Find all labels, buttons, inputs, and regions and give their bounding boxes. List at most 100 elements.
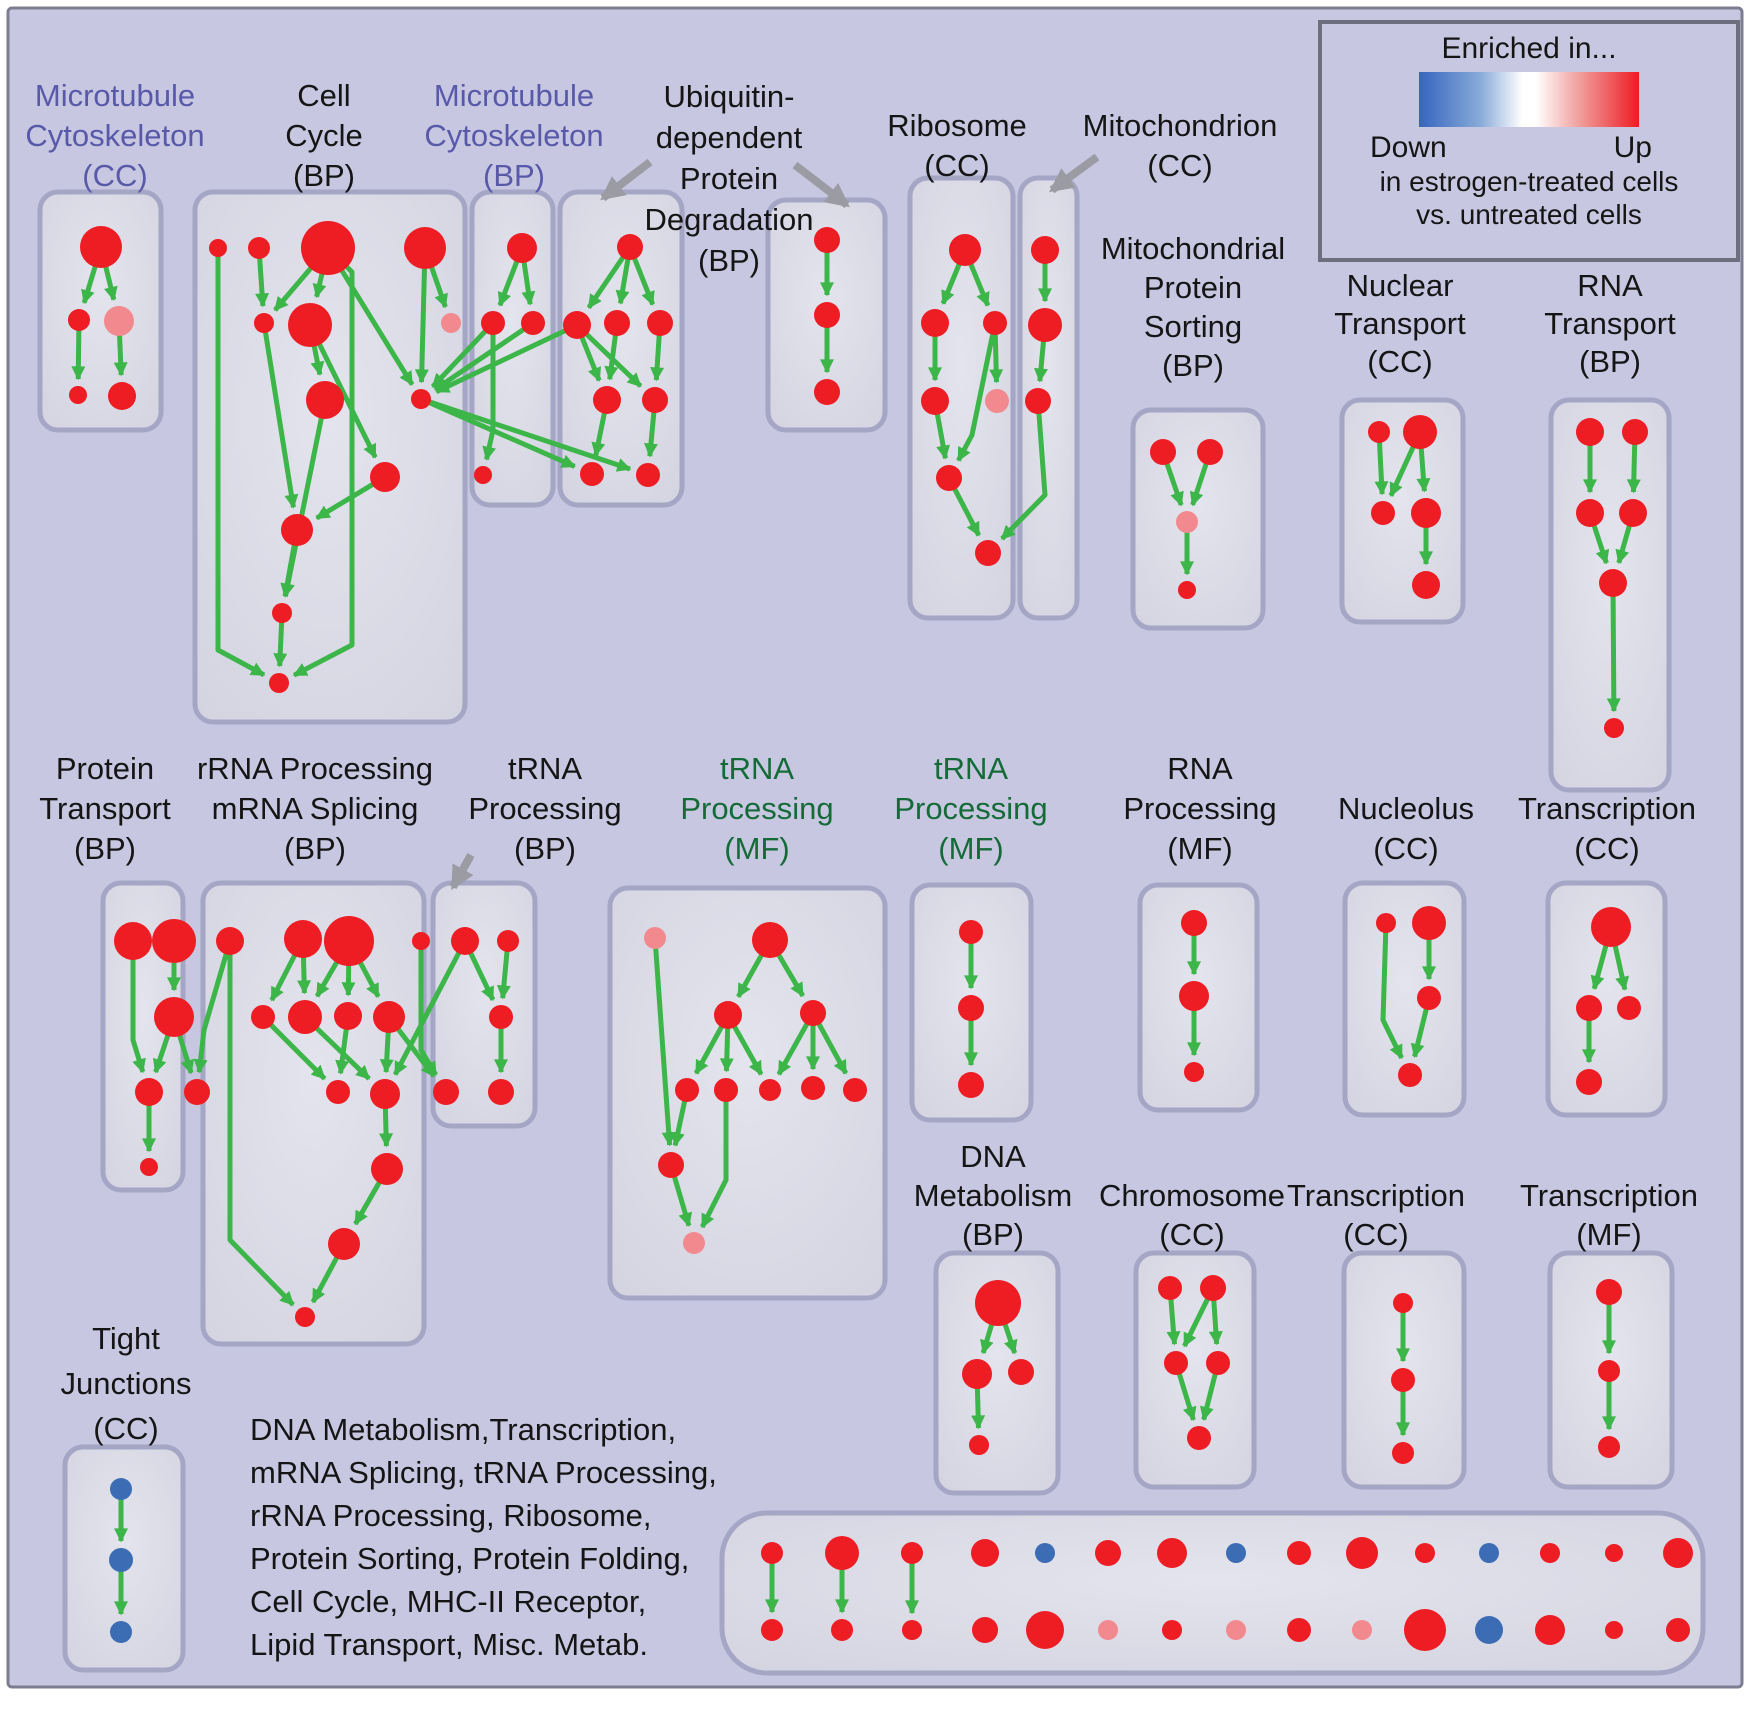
enrichment-edge: [699, 1090, 729, 1229]
ubiq2-term-node-2: [814, 379, 840, 405]
trnabp-term-node-0: [451, 927, 479, 955]
chromosome-term-node-4: [1187, 1426, 1211, 1450]
pt-label-line-1: Transport: [39, 791, 171, 826]
ubiq1-term-node-0: [617, 234, 643, 260]
mps-term-node-1: [1197, 439, 1223, 465]
nuctrans-label-line-1: Transport: [1334, 306, 1466, 341]
ubiq1-label-line-2: Protein: [680, 161, 778, 196]
nuctrans-label-line-2: (CC): [1367, 344, 1432, 379]
cellcycle-label-line-2: (BP): [293, 158, 355, 193]
strip-term-node-bottom-3: [972, 1617, 998, 1643]
mtbp-label-line-0: Microtubule: [434, 78, 594, 113]
legend-down-label: Down: [1370, 131, 1447, 164]
txmf-label-line-1: (MF): [1576, 1217, 1641, 1252]
trnamf1-term-node-5: [714, 1078, 738, 1102]
ubiq1-term-node-6: [580, 462, 604, 486]
ubiq1-label-line-3: Degradation: [645, 202, 814, 237]
enrichment-edge: [261, 322, 299, 509]
strip-term-node-bottom-13: [1605, 1621, 1623, 1639]
trnamf1-term-node-10: [683, 1232, 705, 1254]
mtbp-label-line-2: (BP): [483, 158, 545, 193]
rrna-term-node-5: [288, 1000, 322, 1034]
tight-term-node-0: [110, 1478, 132, 1500]
trnamf2-term-node-2: [958, 1072, 984, 1098]
strip-term-node-top-11: [1479, 1543, 1499, 1563]
mito-term-node-0: [1031, 236, 1059, 264]
ubiq1-term-node-3: [647, 310, 673, 336]
strip-term-node-top-1: [825, 1536, 859, 1570]
label-callout-arrow-3: [449, 853, 475, 891]
rnatrans-label-line-0: RNA: [1577, 268, 1643, 303]
mps-label-line-3: (BP): [1162, 348, 1224, 383]
enrichment-edge: [130, 941, 146, 1074]
rnatrans-term-node-3: [1619, 499, 1647, 527]
ubiq1-term-node-2: [604, 310, 630, 336]
trnamf2-term-node-1: [958, 995, 984, 1021]
ribosome-term-node-3: [921, 387, 949, 415]
enrichment-edge: [392, 939, 468, 1076]
nucleolus-term-node-0: [1376, 913, 1396, 933]
rnatrans-term-node-4: [1599, 569, 1627, 597]
cluster-box-dnamet: [933, 1250, 1061, 1496]
legend-gradient-bar: [1419, 72, 1639, 127]
cellcycle-term-node-6: [441, 313, 461, 333]
dnamet-label-line-1: Metabolism: [914, 1178, 1073, 1213]
rrna-term-node-6: [334, 1002, 362, 1030]
strip-term-node-bottom-1: [831, 1619, 853, 1641]
rrna-term-node-10: [371, 1153, 403, 1185]
enrichment-edge: [433, 320, 535, 392]
mito-label-line-1: (CC): [1147, 148, 1212, 183]
chromosome-term-node-1: [1200, 1275, 1226, 1301]
mtcc-label-line-1: Cytoskeleton: [25, 118, 204, 153]
trnamf1-term-node-2: [714, 1001, 742, 1029]
strip-term-node-bottom-14: [1666, 1618, 1690, 1642]
cluster-box-chromosome: [1133, 1250, 1257, 1490]
nuctrans-term-node-1: [1403, 415, 1437, 449]
nuctrans-term-node-4: [1412, 571, 1440, 599]
tight-term-node-2: [110, 1621, 132, 1643]
rrna-label-line-2: (BP): [284, 831, 346, 866]
dnamet-term-node-2: [1008, 1359, 1034, 1385]
mtcc-term-node-2: [104, 306, 134, 336]
enrichment-edge: [414, 247, 429, 384]
ribosome-term-node-2: [983, 311, 1007, 335]
trnamf1-label-line-0: tRNA: [720, 751, 794, 786]
dnamet-label-line-2: (BP): [962, 1217, 1024, 1252]
cluster-box-rrna: [200, 880, 427, 1347]
rnamf-label-line-0: RNA: [1167, 751, 1233, 786]
trnamf2-label-line-2: (MF): [938, 831, 1003, 866]
label-callout-arrow-0: [600, 158, 653, 202]
strip-term-node-bottom-12: [1535, 1615, 1565, 1645]
txmf-term-node-0: [1596, 1279, 1622, 1305]
rnamf-term-node-0: [1181, 910, 1207, 936]
rrna-term-node-7: [373, 1001, 405, 1033]
cellcycle-term-node-7: [306, 381, 344, 419]
pt-term-node-1: [152, 919, 196, 963]
strip-term-node-top-0: [761, 1542, 783, 1564]
strip-term-node-bottom-5: [1098, 1620, 1118, 1640]
trnamf1-label-line-1: Processing: [680, 791, 833, 826]
dnamet-term-node-1: [962, 1359, 992, 1389]
ubiq1-label-line-0: Ubiquitin-: [664, 79, 795, 114]
cluster-box-mps: [1130, 407, 1266, 631]
mtbp-term-node-0: [507, 233, 537, 263]
strip-term-node-top-10: [1415, 1543, 1435, 1563]
enrichment-edge: [956, 322, 998, 462]
footnote-line: Cell Cycle, MHC-II Receptor,: [250, 1584, 647, 1619]
enrichment-edge: [435, 322, 579, 394]
mps-label-line-0: Mitochondrial: [1101, 231, 1285, 266]
rnatrans-term-node-5: [1604, 718, 1624, 738]
txcc1-term-node-0: [1591, 907, 1631, 947]
ribosome-term-node-1: [921, 309, 949, 337]
footnote-line: Lipid Transport, Misc. Metab.: [250, 1627, 648, 1662]
chromosome-term-node-0: [1158, 1276, 1182, 1300]
txcc1-label-line-1: (CC): [1574, 831, 1639, 866]
strip-term-node-top-7: [1226, 1543, 1246, 1563]
cluster-box-mtcc: [37, 189, 164, 433]
trnamf1-term-node-3: [800, 1000, 826, 1026]
nucleolus-label-line-0: Nucleolus: [1338, 791, 1474, 826]
label-callout-arrow-2: [1049, 153, 1100, 194]
mps-term-node-0: [1150, 439, 1176, 465]
rrna-term-node-3: [412, 932, 430, 950]
txcc2-label-line-1: (CC): [1343, 1217, 1408, 1252]
